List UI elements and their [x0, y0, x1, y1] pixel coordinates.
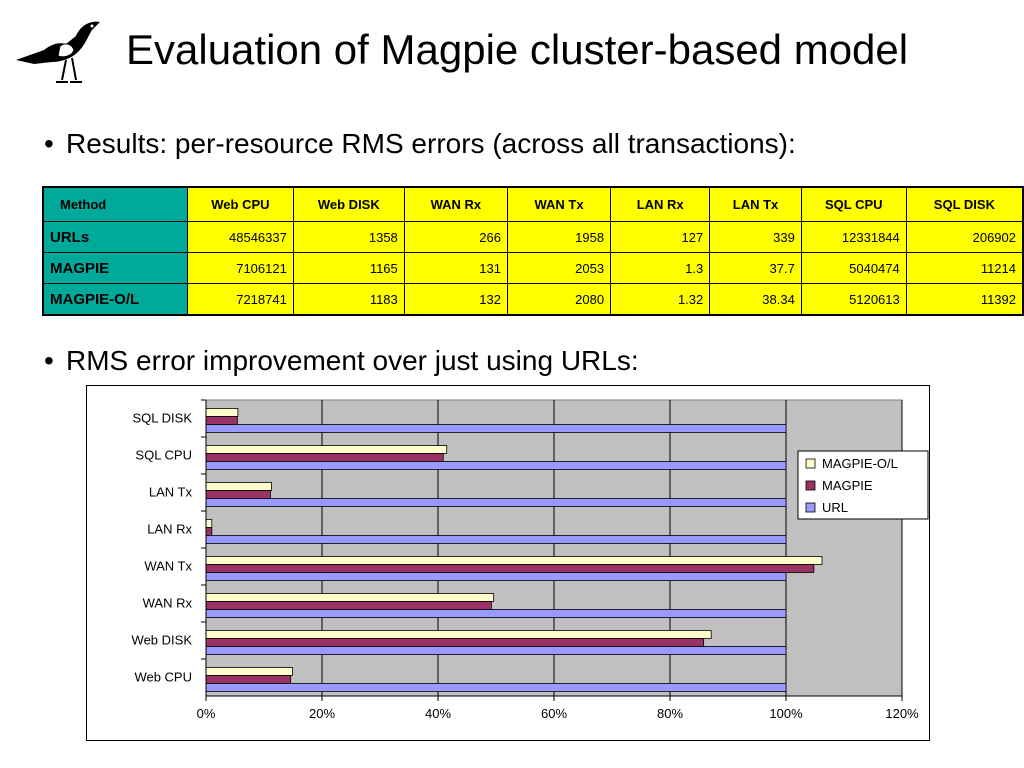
- value-cell: 12331844: [800, 221, 907, 253]
- value-cell: 131: [403, 252, 508, 284]
- bar-magpie-o-l: [205, 445, 448, 454]
- value-cell: 7218741: [186, 283, 294, 316]
- bar-magpie-o-l: [205, 630, 712, 639]
- x-tick-label: 0%: [197, 706, 216, 721]
- y-tick-label: LAN Tx: [149, 485, 193, 500]
- x-tick-label: 80%: [657, 706, 683, 721]
- bar-magpie: [205, 601, 492, 610]
- results-table: Method Web CPU Web DISK WAN Rx WAN Tx LAN Rx L…: [42, 186, 1024, 316]
- value-cell: 2080: [506, 283, 612, 316]
- bar-magpie: [205, 453, 444, 462]
- bullet-results: • Results: per-resource RMS errors (acros…: [44, 128, 796, 160]
- x-tick-label: 60%: [541, 706, 567, 721]
- x-tick-label: 120%: [885, 706, 919, 721]
- bar-magpie: [205, 564, 815, 573]
- legend-swatch: [805, 480, 816, 491]
- legend-label: URL: [822, 500, 848, 515]
- value-cell: 5120613: [800, 283, 907, 316]
- magpie-bird-icon: [16, 21, 100, 83]
- x-tick-label: 20%: [309, 706, 335, 721]
- bar-magpie-o-l: [205, 408, 239, 417]
- x-tick-label: 100%: [769, 706, 803, 721]
- value-cell: 11392: [905, 283, 1024, 316]
- y-tick-label: Web CPU: [134, 670, 192, 685]
- value-cell: 5040474: [800, 252, 907, 284]
- value-cell: 37.7: [709, 252, 802, 284]
- table-row: MAGPIE 7106121 1165 131 2053 1.3 37.7 5040474 11…: [42, 252, 1024, 284]
- value-cell: 132: [403, 283, 508, 316]
- bar-url: [205, 646, 787, 655]
- value-cell: 48546337: [186, 221, 294, 253]
- column-header-lan-rx: LAN Rx: [610, 186, 711, 222]
- column-header-lan-tx: LAN Tx: [709, 186, 802, 222]
- bar-url: [205, 461, 787, 470]
- legend-swatch: [805, 502, 816, 513]
- bar-url: [205, 424, 787, 433]
- y-tick-label: SQL DISK: [133, 411, 193, 426]
- table-header-row: Method Web CPU Web DISK WAN Rx WAN Tx LAN Rx L…: [42, 186, 1024, 222]
- legend-label: MAGPIE-O/L: [822, 456, 898, 471]
- value-cell: 38.34: [709, 283, 802, 316]
- value-cell: 1.32: [610, 283, 711, 316]
- bullet-glyph: •: [44, 128, 54, 159]
- value-cell: 1958: [506, 221, 612, 253]
- method-cell: URLs: [42, 221, 188, 253]
- value-cell: 2053: [506, 252, 612, 284]
- x-tick-label: 40%: [425, 706, 451, 721]
- method-cell: MAGPIE-O/L: [42, 283, 188, 316]
- table-body: URLs 48546337 1358 266 1958 127 339 12331844 206…: [42, 221, 1024, 316]
- table-row: URLs 48546337 1358 266 1958 127 339 12331844 206…: [42, 221, 1024, 253]
- bar-magpie: [205, 416, 238, 425]
- legend-box: [797, 450, 929, 520]
- bar-magpie-o-l: [205, 593, 495, 602]
- bar-magpie: [205, 638, 705, 647]
- bar-magpie: [205, 527, 213, 536]
- page-title: Evaluation of Magpie cluster-based model: [126, 26, 909, 73]
- value-cell: 1.3: [610, 252, 711, 284]
- column-header-method: Method: [42, 186, 188, 222]
- bullet-results-text: Results: per-resource RMS errors (across…: [66, 128, 796, 159]
- value-cell: 339: [709, 221, 802, 253]
- value-cell: 1358: [292, 221, 405, 253]
- column-header-sql-cpu: SQL CPU: [800, 186, 907, 222]
- bar-magpie-o-l: [205, 667, 293, 676]
- improvement-chart: 0% 20% 40% 60% 80% 100% 120% Web CPU Web DISK WAN…: [86, 385, 930, 741]
- bullet-glyph: •: [44, 345, 54, 376]
- value-cell: 127: [610, 221, 711, 253]
- legend-label: MAGPIE: [822, 478, 873, 493]
- column-header-wan-rx: WAN Rx: [403, 186, 508, 222]
- y-tick-label: WAN Rx: [143, 596, 193, 611]
- method-cell: MAGPIE: [42, 252, 188, 284]
- value-cell: 1165: [292, 252, 405, 284]
- column-header-web-cpu: Web CPU: [186, 186, 294, 222]
- improvement-chart-svg: 0% 20% 40% 60% 80% 100% 120% Web CPU Web DISK WAN…: [86, 385, 930, 741]
- value-cell: 11214: [905, 252, 1024, 284]
- legend-swatch: [805, 458, 816, 469]
- value-cell: 266: [403, 221, 508, 253]
- bullet-improvement: • RMS error improvement over just using U…: [44, 345, 639, 377]
- column-header-wan-tx: WAN Tx: [506, 186, 612, 222]
- value-cell: 206902: [905, 221, 1024, 253]
- column-header-web-disk: Web DISK: [292, 186, 405, 222]
- bar-url: [205, 572, 787, 581]
- bar-url: [205, 683, 787, 692]
- y-tick-label: Web DISK: [132, 633, 193, 648]
- y-tick-label: LAN Rx: [147, 522, 192, 537]
- value-cell: 7106121: [186, 252, 294, 284]
- bar-magpie-o-l: [205, 482, 272, 491]
- bar-magpie-o-l: [205, 519, 213, 528]
- bullet-improvement-text: RMS error improvement over just using UR…: [66, 345, 639, 376]
- bar-magpie: [205, 490, 271, 499]
- bar-url: [205, 609, 787, 618]
- y-tick-label: WAN Tx: [144, 559, 192, 574]
- column-header-sql-disk: SQL DISK: [905, 186, 1024, 222]
- bar-url: [205, 498, 787, 507]
- value-cell: 1183: [292, 283, 405, 316]
- bar-magpie: [205, 675, 292, 684]
- y-tick-label: SQL CPU: [135, 448, 192, 463]
- table-row: MAGPIE-O/L 7218741 1183 132 2080 1.32 38.34 512…: [42, 283, 1024, 316]
- bar-magpie-o-l: [205, 556, 823, 565]
- bar-url: [205, 535, 787, 544]
